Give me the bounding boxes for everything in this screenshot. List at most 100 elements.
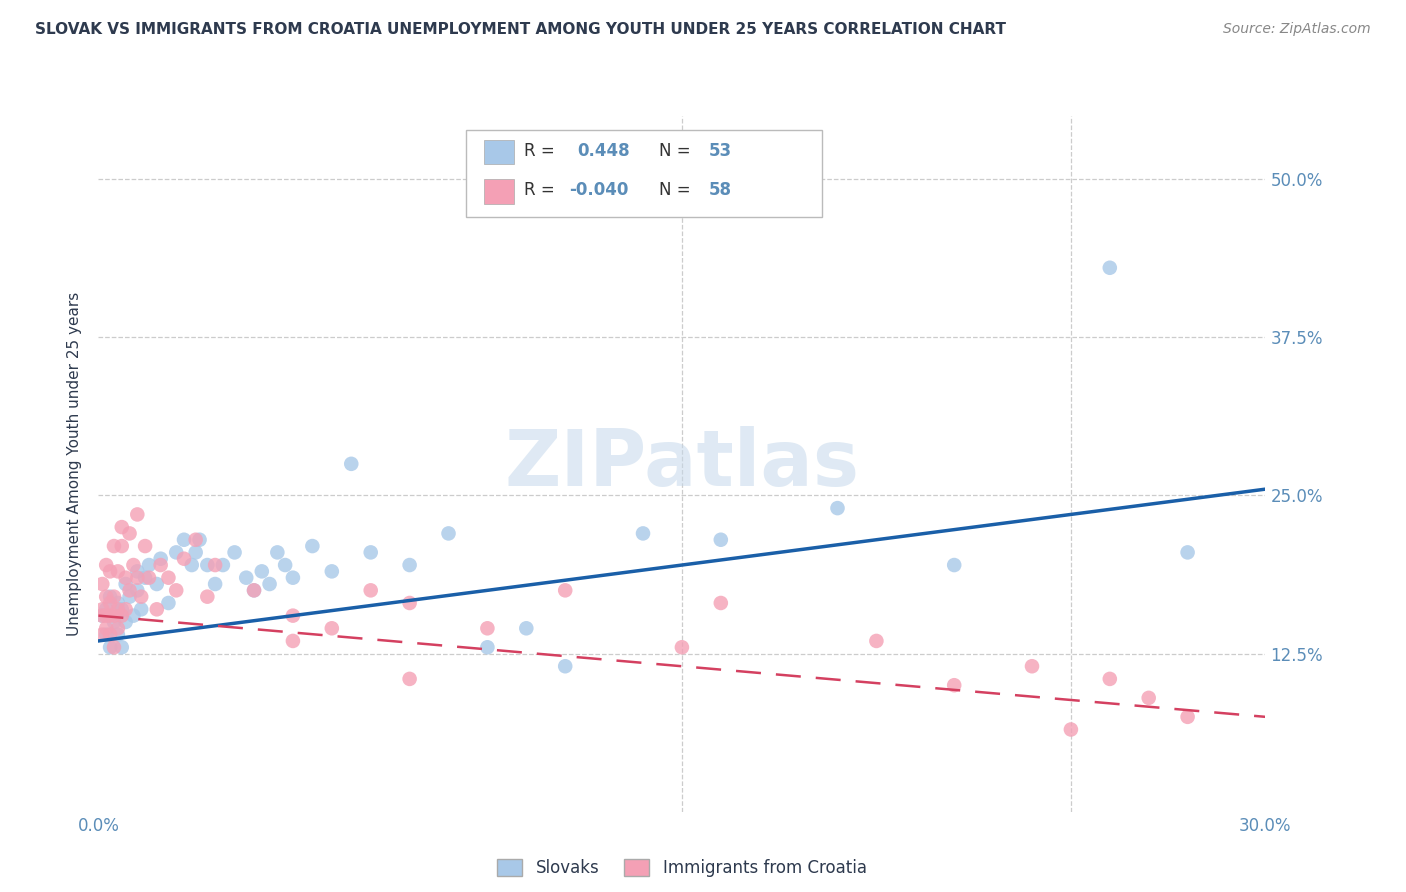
Point bbox=[91, 627, 114, 641]
Point bbox=[554, 659, 576, 673]
Point bbox=[138, 571, 160, 585]
Point bbox=[250, 565, 273, 579]
Point bbox=[118, 583, 141, 598]
Y-axis label: Unemployment Among Youth under 25 years: Unemployment Among Youth under 25 years bbox=[67, 292, 83, 636]
FancyBboxPatch shape bbox=[484, 179, 513, 203]
Point bbox=[212, 558, 235, 572]
Point bbox=[437, 526, 460, 541]
Point bbox=[96, 627, 118, 641]
Point bbox=[111, 608, 134, 623]
Point bbox=[173, 533, 195, 547]
Point bbox=[398, 672, 420, 686]
Text: R =: R = bbox=[524, 142, 561, 160]
Point bbox=[149, 558, 172, 572]
Point bbox=[1098, 672, 1121, 686]
Point bbox=[631, 526, 654, 541]
Point bbox=[180, 558, 202, 572]
Text: 53: 53 bbox=[709, 142, 733, 160]
Point bbox=[98, 565, 121, 579]
Point bbox=[127, 571, 149, 585]
Point bbox=[554, 583, 576, 598]
Point bbox=[165, 583, 187, 598]
Point bbox=[111, 520, 134, 534]
FancyBboxPatch shape bbox=[484, 140, 513, 164]
Point bbox=[477, 621, 499, 635]
Point bbox=[98, 627, 121, 641]
Point bbox=[243, 583, 266, 598]
Point bbox=[1098, 260, 1121, 275]
Point bbox=[146, 577, 169, 591]
Point bbox=[1021, 659, 1043, 673]
Point bbox=[127, 565, 149, 579]
Point bbox=[321, 565, 343, 579]
Point bbox=[96, 590, 118, 604]
Point bbox=[111, 640, 134, 655]
Point bbox=[91, 602, 114, 616]
Text: -0.040: -0.040 bbox=[568, 181, 628, 200]
Point bbox=[107, 627, 129, 641]
Point bbox=[98, 596, 121, 610]
Point bbox=[118, 526, 141, 541]
Point bbox=[91, 608, 114, 623]
Point bbox=[1137, 690, 1160, 705]
Text: N =: N = bbox=[658, 181, 696, 200]
Point bbox=[114, 615, 136, 629]
Point bbox=[138, 558, 160, 572]
Point bbox=[184, 533, 207, 547]
Point bbox=[127, 583, 149, 598]
Point bbox=[103, 539, 125, 553]
FancyBboxPatch shape bbox=[465, 130, 823, 217]
Point bbox=[107, 596, 129, 610]
Point bbox=[98, 640, 121, 655]
Point bbox=[146, 602, 169, 616]
Point bbox=[398, 596, 420, 610]
Text: R =: R = bbox=[524, 181, 561, 200]
Point bbox=[710, 533, 733, 547]
Point bbox=[710, 596, 733, 610]
Point bbox=[321, 621, 343, 635]
Point bbox=[107, 565, 129, 579]
Point bbox=[266, 545, 288, 559]
Point bbox=[195, 590, 218, 604]
Point bbox=[111, 539, 134, 553]
Point bbox=[149, 551, 172, 566]
Point bbox=[114, 577, 136, 591]
Text: 0.448: 0.448 bbox=[576, 142, 630, 160]
Text: ZIPatlas: ZIPatlas bbox=[505, 425, 859, 502]
Text: 58: 58 bbox=[709, 181, 731, 200]
Point bbox=[173, 551, 195, 566]
Point bbox=[103, 640, 125, 655]
Point bbox=[943, 678, 966, 692]
Point bbox=[98, 608, 121, 623]
Point bbox=[129, 602, 152, 616]
Point bbox=[114, 571, 136, 585]
Point bbox=[122, 558, 145, 572]
Point bbox=[301, 539, 323, 553]
Point bbox=[360, 545, 382, 559]
Point bbox=[827, 501, 849, 516]
Point bbox=[188, 533, 211, 547]
Point bbox=[107, 621, 129, 635]
Point bbox=[943, 558, 966, 572]
Point bbox=[96, 602, 118, 616]
Point bbox=[122, 608, 145, 623]
Point bbox=[157, 571, 180, 585]
Point bbox=[103, 608, 125, 623]
Point bbox=[129, 590, 152, 604]
Point bbox=[204, 577, 226, 591]
Point bbox=[107, 602, 129, 616]
Point bbox=[477, 640, 499, 655]
Point bbox=[157, 596, 180, 610]
Point bbox=[118, 590, 141, 604]
Point bbox=[224, 545, 246, 559]
Point bbox=[103, 590, 125, 604]
Point bbox=[274, 558, 297, 572]
Point bbox=[1177, 545, 1199, 559]
Point bbox=[184, 545, 207, 559]
Point bbox=[259, 577, 281, 591]
Point bbox=[398, 558, 420, 572]
Point bbox=[114, 602, 136, 616]
Text: N =: N = bbox=[658, 142, 696, 160]
Point bbox=[91, 608, 114, 623]
Point bbox=[96, 608, 118, 623]
